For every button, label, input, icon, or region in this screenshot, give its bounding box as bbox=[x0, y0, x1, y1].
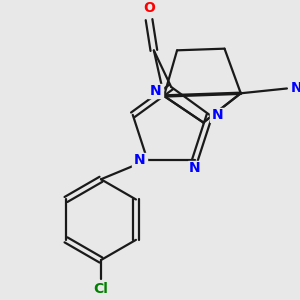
Text: N: N bbox=[212, 108, 223, 122]
Bar bbox=[290, 82, 300, 95]
Text: N: N bbox=[134, 153, 146, 167]
Bar bbox=[92, 282, 111, 296]
Text: N: N bbox=[149, 84, 161, 98]
Text: O: O bbox=[143, 1, 155, 15]
Bar bbox=[132, 153, 147, 167]
Bar bbox=[142, 2, 156, 15]
Bar bbox=[188, 161, 202, 174]
Bar bbox=[210, 108, 225, 122]
Text: N: N bbox=[189, 161, 201, 175]
Bar bbox=[148, 84, 163, 98]
Text: Cl: Cl bbox=[94, 282, 108, 296]
Text: N: N bbox=[291, 82, 300, 95]
